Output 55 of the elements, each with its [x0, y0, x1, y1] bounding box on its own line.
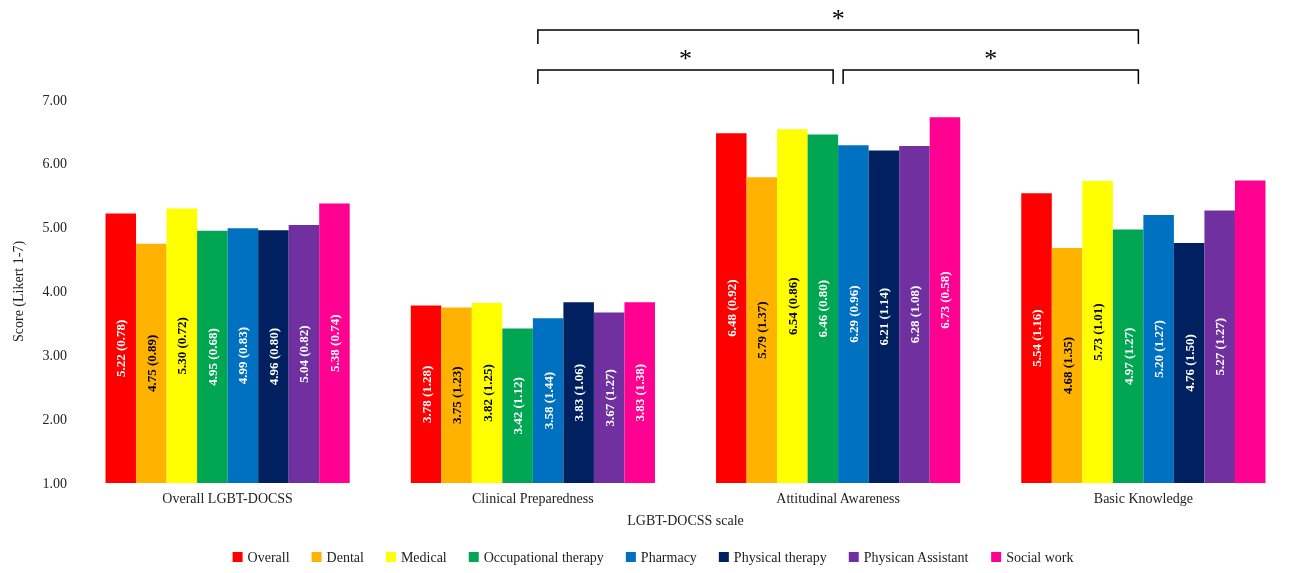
legend-label: Occupational therapy	[483, 549, 604, 565]
y-tick-label: 3.00	[42, 347, 67, 363]
data-label: 4.75 (0.89)	[143, 334, 159, 393]
data-label: 6.21 (1.14)	[876, 288, 892, 346]
data-label: 3.75 (1.23)	[449, 366, 465, 424]
data-label: 3.67 (1.27)	[601, 369, 617, 427]
data-label: 4.76 (1.50)	[1181, 334, 1197, 392]
data-label: 5.30 (0.72)	[174, 317, 190, 375]
data-label: 3.78 (1.28)	[418, 365, 434, 423]
data-label: 5.22 (0.78)	[113, 319, 129, 378]
text: *	[831, 4, 845, 33]
y-tick-label: 2.00	[42, 411, 67, 427]
data-label: 5.54 (1.16)	[1029, 309, 1045, 367]
data-label: 5.04 (0.82)	[296, 325, 312, 383]
data-label: 4.68 (1.35)	[1059, 336, 1075, 395]
text: *	[679, 44, 692, 73]
x-axis-title: LGBT-DOCSS scale	[627, 512, 744, 528]
data-label: 4.97 (1.27)	[1120, 327, 1136, 385]
legend-label: Dental	[326, 549, 364, 565]
x-tick-label: Basic Knowledge	[1093, 490, 1193, 506]
data-label: 3.83 (1.06)	[571, 363, 587, 422]
data-label: 5.73 (1.01)	[1090, 303, 1106, 361]
data-label: 3.82 (1.25)	[479, 364, 495, 422]
legend-label: Physical therapy	[733, 549, 827, 565]
data-label: 6.28 (1.08)	[906, 285, 922, 344]
text: *	[984, 44, 998, 73]
data-label: 5.20 (1.27)	[1151, 320, 1167, 378]
data-label: 6.48 (0.92)	[723, 279, 739, 337]
data-label: 5.38 (0.74)	[326, 314, 342, 372]
data-label: 6.73 (0.58)	[937, 271, 953, 329]
y-tick-label: 4.00	[42, 284, 67, 299]
y-axis-title: Score (Likert 1-7)	[10, 240, 27, 343]
legend-label: Medical	[400, 549, 447, 565]
x-tick-label: Attitudinal Awareness	[776, 490, 900, 506]
legend-label: Overall	[247, 549, 290, 565]
data-label: 5.79 (1.37)	[754, 301, 770, 359]
data-label: 6.29 (0.96)	[845, 285, 861, 343]
y-tick-label: 5.00	[42, 220, 67, 236]
legend-label: Physican Assistant	[863, 549, 969, 565]
legend-label: Pharmacy	[640, 549, 697, 565]
data-label: 4.95 (0.68)	[204, 328, 220, 386]
y-tick-label: 1.00	[42, 475, 67, 491]
legend-label: Social work	[1006, 549, 1074, 565]
data-label: 3.42 (1.12)	[510, 377, 526, 435]
data-label: 3.83 (1.38)	[632, 363, 648, 422]
data-label: 4.96 (0.80)	[265, 327, 281, 386]
x-tick-label: Clinical Preparedness	[472, 490, 594, 506]
data-label: 5.27 (1.27)	[1212, 318, 1228, 376]
y-tick-label: 6.00	[42, 156, 67, 172]
data-label: 3.58 (1.44)	[540, 371, 556, 430]
x-tick-label: Overall LGBT-DOCSS	[162, 490, 293, 506]
data-label: 6.46 (0.80)	[815, 280, 831, 338]
data-label: 6.54 (0.86)	[784, 277, 800, 335]
data-label: 4.99 (0.83)	[235, 326, 251, 385]
y-tick-label: 7.00	[42, 92, 67, 108]
